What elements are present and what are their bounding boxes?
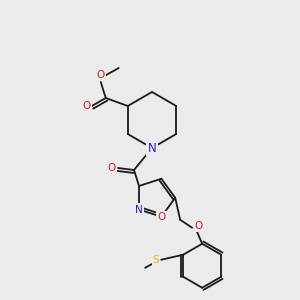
Text: O: O [194, 221, 202, 231]
Text: N: N [135, 205, 143, 214]
Text: O: O [97, 70, 105, 80]
Text: N: N [148, 142, 156, 154]
Text: O: O [157, 212, 166, 222]
Text: S: S [153, 255, 159, 265]
Text: O: O [108, 163, 116, 173]
Text: O: O [82, 101, 91, 111]
